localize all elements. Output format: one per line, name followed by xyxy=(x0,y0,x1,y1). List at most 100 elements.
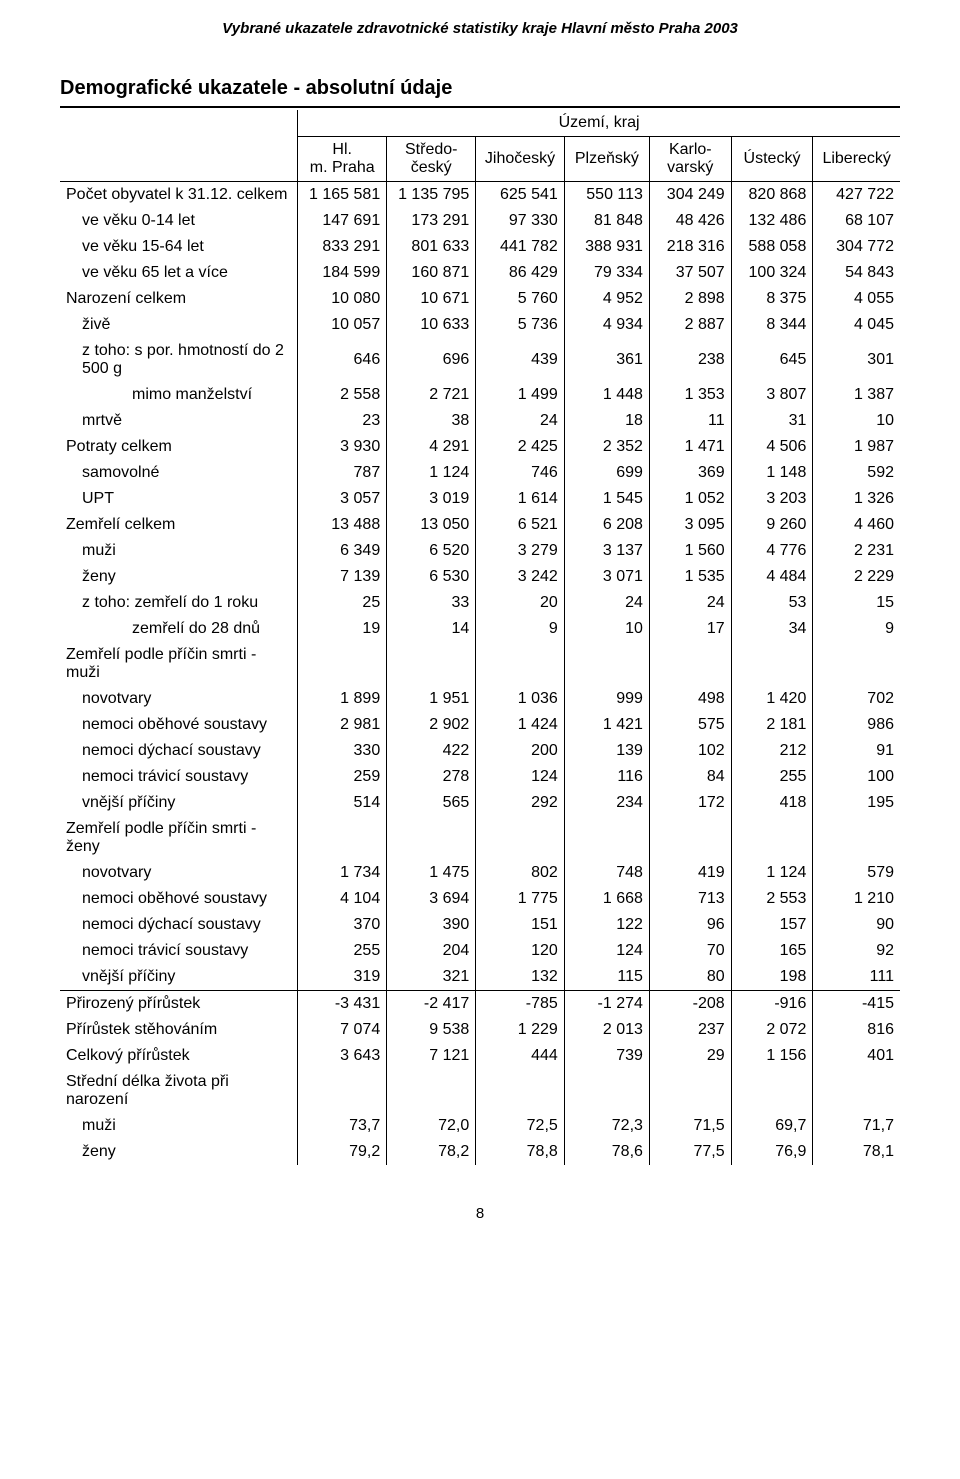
cell: 37 507 xyxy=(649,260,731,286)
row-label: nemoci trávicí soustavy xyxy=(60,764,298,790)
cell: 76,9 xyxy=(731,1139,813,1165)
row-label: Přirozený přírůstek xyxy=(60,991,298,1018)
cell: 4 045 xyxy=(813,312,900,338)
cell: 625 541 xyxy=(476,182,565,209)
cell: 9 260 xyxy=(731,512,813,538)
cell xyxy=(298,816,387,860)
cell: 10 xyxy=(564,616,649,642)
row-label: vnější příčiny xyxy=(60,790,298,816)
cell xyxy=(476,816,565,860)
table-super-header: Území, kraj xyxy=(559,114,640,131)
cell: 498 xyxy=(649,686,731,712)
cell: 23 xyxy=(298,408,387,434)
cell: 115 xyxy=(564,964,649,991)
cell: 97 330 xyxy=(476,208,565,234)
cell: 184 599 xyxy=(298,260,387,286)
cell: 2 425 xyxy=(476,434,565,460)
table-row: muži73,772,072,572,371,569,771,7 xyxy=(60,1113,900,1139)
cell: 72,0 xyxy=(387,1113,476,1139)
cell: 575 xyxy=(649,712,731,738)
cell: 2 898 xyxy=(649,286,731,312)
cell: 986 xyxy=(813,712,900,738)
cell: 2 181 xyxy=(731,712,813,738)
cell: 1 951 xyxy=(387,686,476,712)
cell: 579 xyxy=(813,860,900,886)
cell: 2 072 xyxy=(731,1017,813,1043)
column-header: Karlo-varský xyxy=(649,137,731,182)
cell: 5 760 xyxy=(476,286,565,312)
cell: 1 421 xyxy=(564,712,649,738)
column-header: Jihočeský xyxy=(476,137,565,182)
cell: 1 052 xyxy=(649,486,731,512)
cell: 748 xyxy=(564,860,649,886)
cell: 100 xyxy=(813,764,900,790)
cell: 550 113 xyxy=(564,182,649,209)
cell: 565 xyxy=(387,790,476,816)
cell: 7 139 xyxy=(298,564,387,590)
row-label: ve věku 0-14 let xyxy=(60,208,298,234)
cell: 1 775 xyxy=(476,886,565,912)
cell: 441 782 xyxy=(476,234,565,260)
cell: 25 xyxy=(298,590,387,616)
cell: 10 080 xyxy=(298,286,387,312)
cell: 91 xyxy=(813,738,900,764)
cell: 24 xyxy=(564,590,649,616)
cell: 132 xyxy=(476,964,565,991)
cell: 702 xyxy=(813,686,900,712)
cell: 820 868 xyxy=(731,182,813,209)
cell: 77,5 xyxy=(649,1139,731,1165)
cell: 78,8 xyxy=(476,1139,565,1165)
cell: 212 xyxy=(731,738,813,764)
cell: 1 353 xyxy=(649,382,731,408)
cell: -2 417 xyxy=(387,991,476,1018)
table-row: Zemřelí celkem13 48813 0506 5216 2083 09… xyxy=(60,512,900,538)
cell: 3 137 xyxy=(564,538,649,564)
cell: 787 xyxy=(298,460,387,486)
row-label: Potraty celkem xyxy=(60,434,298,460)
cell: 4 776 xyxy=(731,538,813,564)
cell xyxy=(649,642,731,686)
cell: 1 124 xyxy=(387,460,476,486)
row-label: novotvary xyxy=(60,686,298,712)
row-label: Počet obyvatel k 31.12. celkem xyxy=(60,182,298,209)
cell: 124 xyxy=(564,938,649,964)
cell: 1 899 xyxy=(298,686,387,712)
cell: 4 055 xyxy=(813,286,900,312)
table-row: ženy7 1396 5303 2423 0711 5354 4842 229 xyxy=(60,564,900,590)
cell: 3 057 xyxy=(298,486,387,512)
cell: -3 431 xyxy=(298,991,387,1018)
cell: 38 xyxy=(387,408,476,434)
cell: 419 xyxy=(649,860,731,886)
cell: 18 xyxy=(564,408,649,434)
cell: 2 231 xyxy=(813,538,900,564)
column-header: Liberecký xyxy=(813,137,900,182)
cell: 1 545 xyxy=(564,486,649,512)
cell: 1 560 xyxy=(649,538,731,564)
cell: 1 424 xyxy=(476,712,565,738)
table-row: mrtvě23382418113110 xyxy=(60,408,900,434)
row-label: samovolné xyxy=(60,460,298,486)
cell: 24 xyxy=(476,408,565,434)
cell: 1 387 xyxy=(813,382,900,408)
cell: 3 071 xyxy=(564,564,649,590)
cell: 79 334 xyxy=(564,260,649,286)
cell: 3 694 xyxy=(387,886,476,912)
cell: 390 xyxy=(387,912,476,938)
cell: 739 xyxy=(564,1043,649,1069)
cell: 96 xyxy=(649,912,731,938)
cell: 1 229 xyxy=(476,1017,565,1043)
cell: 4 952 xyxy=(564,286,649,312)
table-row: Přirozený přírůstek-3 431-2 417-785-1 27… xyxy=(60,991,900,1018)
table-row: nemoci trávicí soustavy25927812411684255… xyxy=(60,764,900,790)
cell: 1 614 xyxy=(476,486,565,512)
table-row: Střední délka života při narození xyxy=(60,1069,900,1113)
cell: -415 xyxy=(813,991,900,1018)
cell: 160 871 xyxy=(387,260,476,286)
cell: 72,5 xyxy=(476,1113,565,1139)
cell: 6 520 xyxy=(387,538,476,564)
column-header: Plzeňský xyxy=(564,137,649,182)
cell: 304 772 xyxy=(813,234,900,260)
cell: 6 349 xyxy=(298,538,387,564)
row-label: novotvary xyxy=(60,860,298,886)
table-body: Počet obyvatel k 31.12. celkem1 165 5811… xyxy=(60,182,900,1166)
